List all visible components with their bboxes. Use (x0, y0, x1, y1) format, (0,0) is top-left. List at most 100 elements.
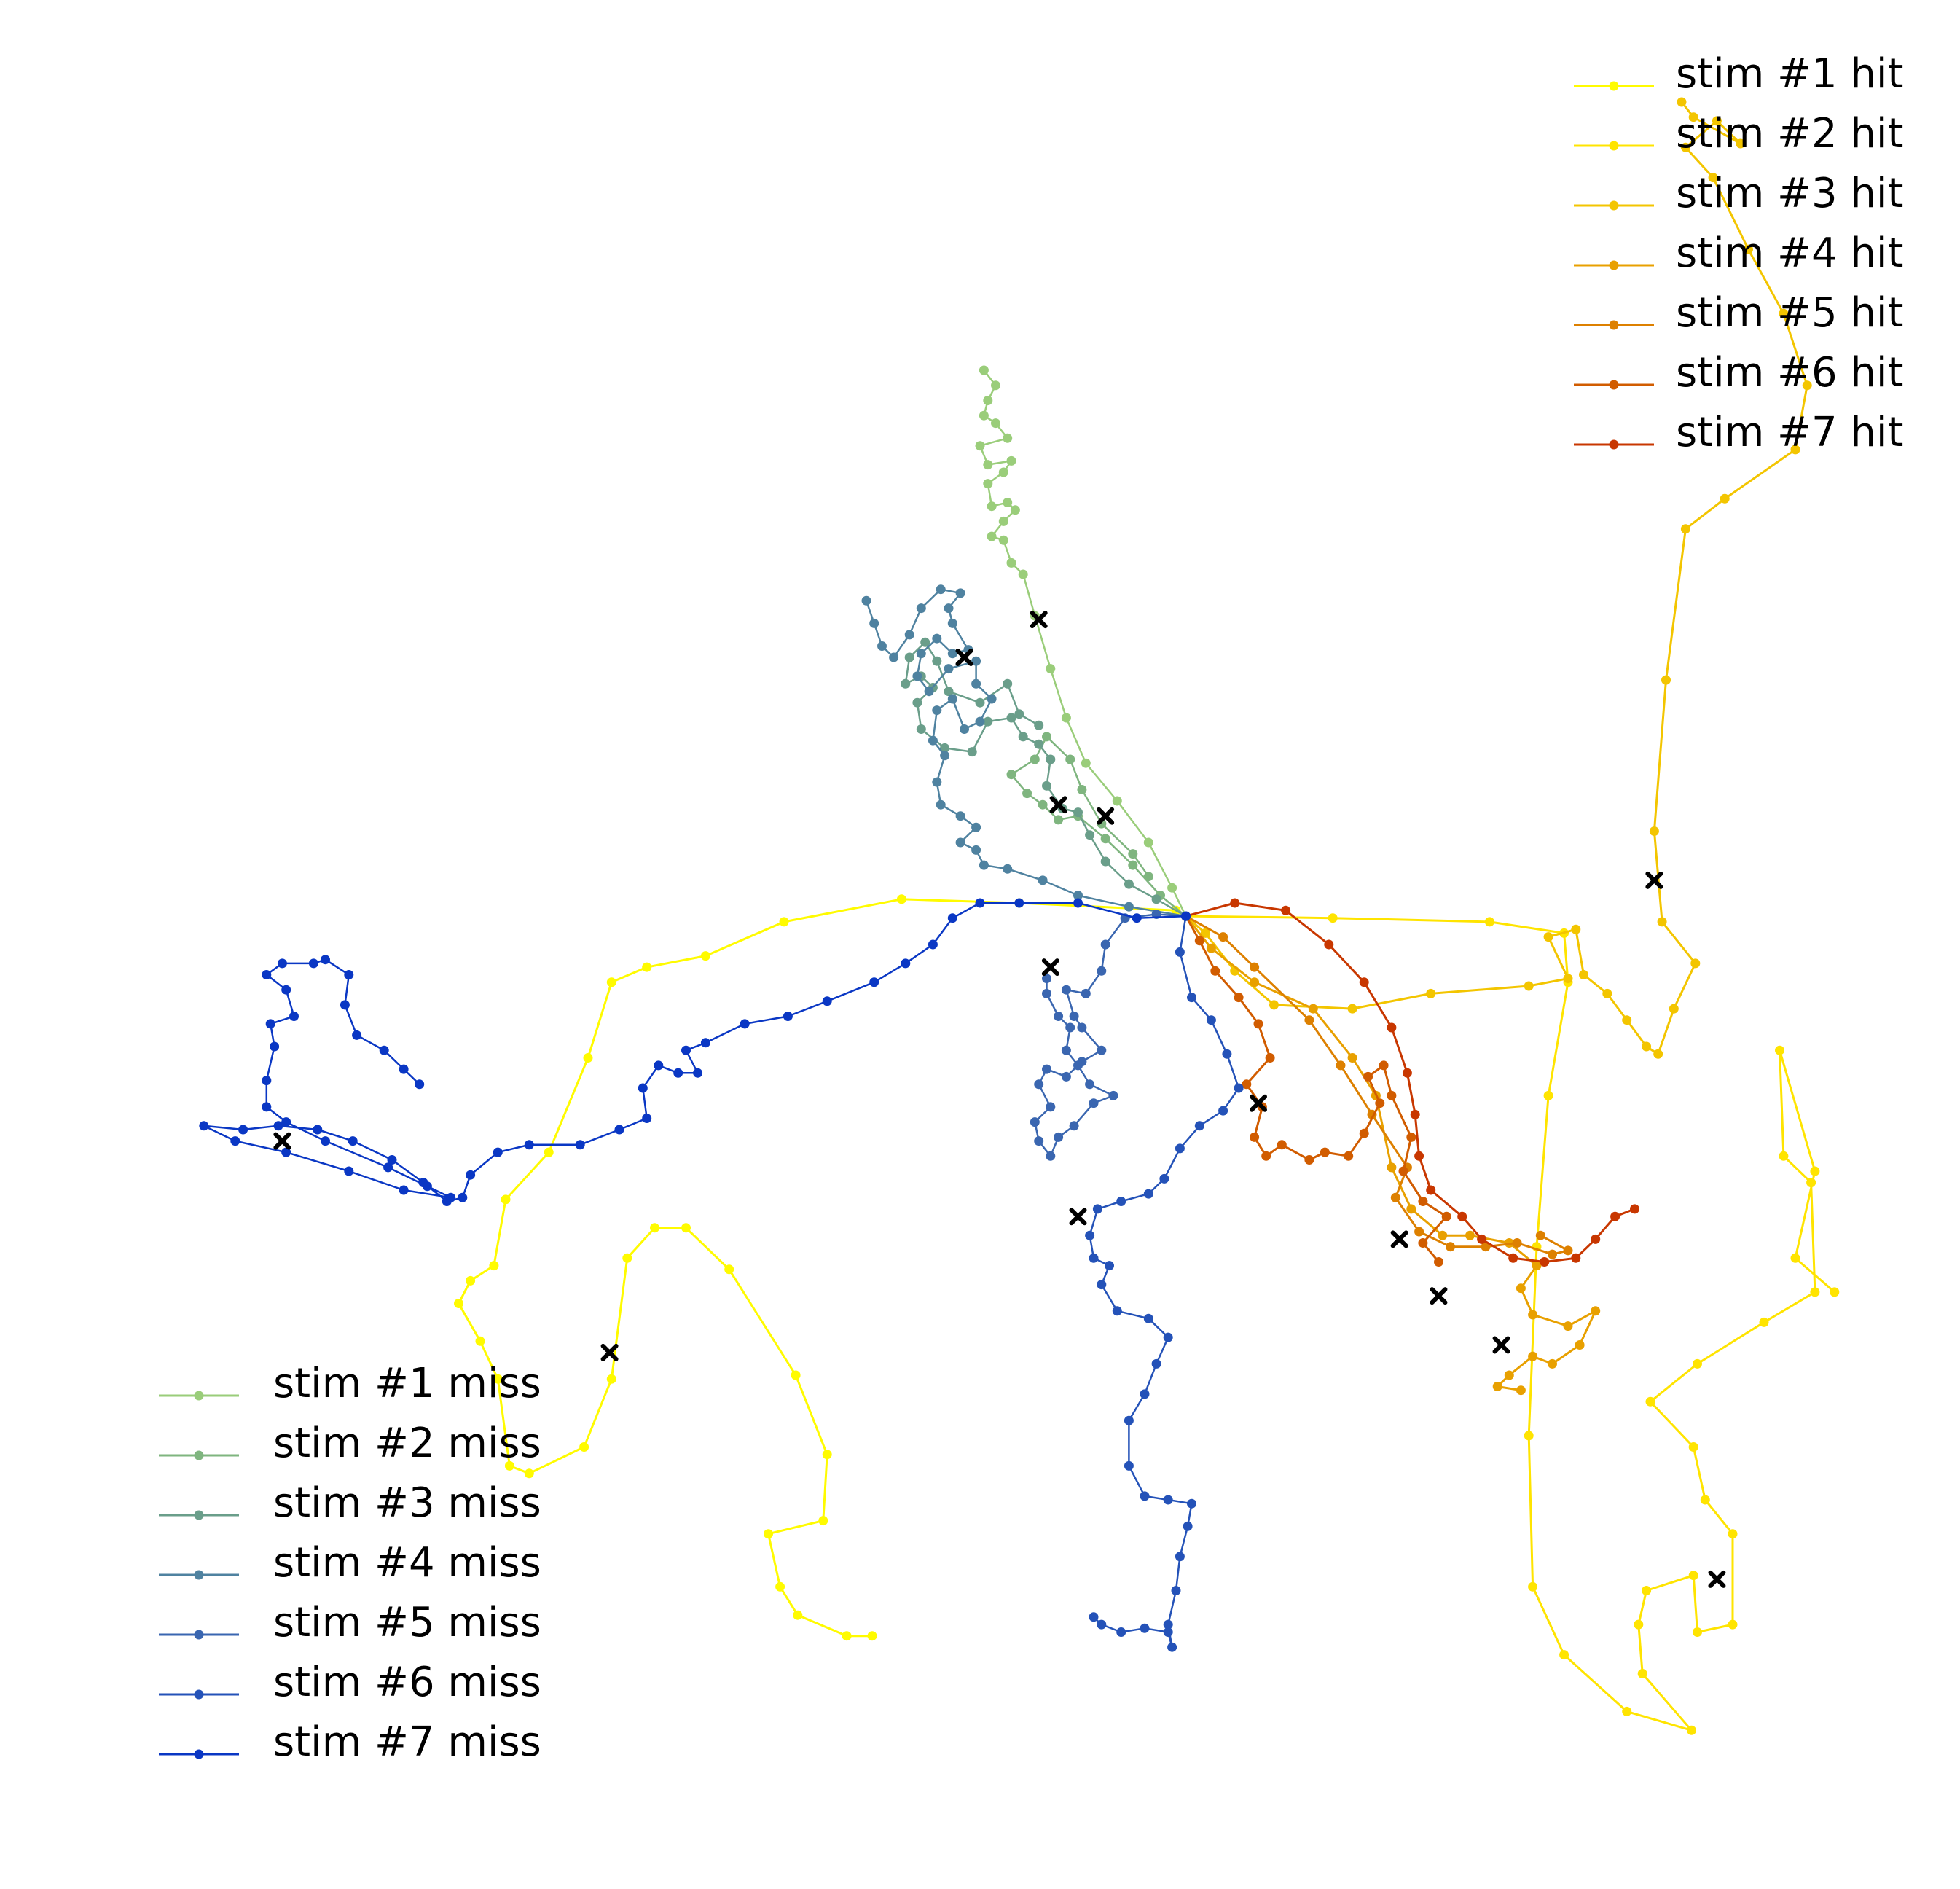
trajectory-point (983, 396, 993, 405)
trajectory-point (971, 656, 981, 666)
trajectory-point (1006, 713, 1016, 723)
trajectory-point (983, 716, 993, 727)
trajectory-point (1163, 1495, 1173, 1505)
trajectory-point (1073, 807, 1083, 818)
trajectory-point (1210, 966, 1220, 976)
trajectory-point (1642, 1586, 1652, 1595)
legend-miss: stim #1 miss stim #2 miss stim #3 miss s… (159, 1360, 541, 1766)
trajectory-point (1250, 1132, 1260, 1142)
cross-marker (1645, 871, 1663, 889)
trajectory-point (1112, 796, 1122, 806)
legend-hit-label: stim #3 hit (1676, 170, 1903, 217)
trajectory-point (642, 1114, 652, 1123)
trajectory-point (493, 1374, 503, 1384)
trajectory-series-layer (199, 97, 1840, 1735)
trajectory-point (1390, 1192, 1400, 1202)
trajectory-point (1363, 1071, 1373, 1082)
trajectory-point (1200, 928, 1210, 938)
cross-marker (1030, 611, 1048, 629)
trajectory-point (1250, 962, 1260, 972)
trajectory-point (344, 970, 354, 979)
trajectory-point (1720, 493, 1730, 504)
trajectory-point (422, 1181, 432, 1192)
trajectory-point (1069, 1121, 1079, 1131)
trajectory-point (877, 641, 887, 651)
trajectory-point (238, 1125, 248, 1135)
trajectory-point (1790, 1253, 1800, 1263)
series-miss-7 (199, 898, 1191, 1206)
trajectory-point (1328, 913, 1338, 923)
series-miss-2 (1006, 732, 1191, 921)
trajectory-point (308, 958, 318, 969)
trajectory-point (1116, 1627, 1126, 1637)
trajectory-point (1077, 785, 1087, 794)
series-hit-1 (454, 894, 1191, 1641)
trajectory-point (700, 1038, 710, 1048)
trajectory-point (379, 1045, 389, 1055)
cross-marker (955, 649, 973, 667)
trajectory-point (1414, 1151, 1424, 1161)
legend-handle-dot (194, 1450, 204, 1460)
legend-handle-dot (1609, 320, 1619, 330)
series-hit-2 (1181, 911, 1840, 1735)
trajectory-point (1010, 505, 1020, 515)
trajectory-point (1642, 1041, 1652, 1052)
series-line (979, 369, 1187, 917)
trajectory-point (1242, 1079, 1252, 1090)
trajectory-point (1073, 898, 1083, 908)
cross-marker (1097, 807, 1115, 825)
trajectory-point (1003, 498, 1013, 507)
legend-miss-label: stim #7 miss (273, 1718, 541, 1766)
trajectory-point (504, 1460, 514, 1471)
trajectory-point (1171, 1586, 1181, 1595)
trajectory-point (1042, 988, 1051, 998)
trajectory-point (955, 811, 965, 821)
trajectory-point (1688, 1571, 1698, 1581)
legend-handle-dot (194, 1570, 204, 1580)
trajectory-point (936, 799, 946, 810)
trajectory-point (1779, 1151, 1789, 1161)
legend-hit: stim #1 hit stim #2 hit stim #3 hit stim… (1574, 50, 1903, 456)
trajectory-point (1081, 988, 1091, 998)
trajectory-point (940, 751, 950, 761)
trajectory-point (1418, 1197, 1428, 1206)
trajectory-point (1637, 1669, 1647, 1678)
trajectory-point (1543, 932, 1553, 942)
trajectory-point (1571, 924, 1581, 934)
trajectory-point (1347, 1053, 1357, 1063)
trajectory-point (501, 1194, 511, 1205)
trajectory-point (1140, 1389, 1150, 1399)
trajectory-point (947, 913, 957, 923)
trajectory-point (1163, 1627, 1173, 1637)
trajectory-point (321, 1136, 330, 1146)
trajectory-point (924, 687, 934, 697)
series-line (1185, 101, 1808, 1055)
trajectory-point (1571, 1253, 1581, 1263)
trajectory-point (940, 743, 950, 753)
trajectory-point (896, 894, 906, 904)
trajectory-point (1524, 981, 1534, 991)
trajectory-point (955, 588, 965, 598)
trajectory-point (979, 365, 989, 375)
trajectory-point (1540, 1257, 1550, 1267)
trajectory-point (1183, 1521, 1193, 1531)
trajectory-point (1018, 569, 1028, 579)
trajectory-point (466, 1170, 476, 1180)
trajectory-point (1744, 244, 1753, 254)
trajectory-point (869, 618, 879, 628)
trajectory-point (1563, 1321, 1573, 1331)
trajectory-point (1065, 1022, 1075, 1033)
trajectory-point (1320, 1147, 1330, 1157)
trajectory-point (991, 418, 1000, 429)
legend-handle-dot (1609, 81, 1619, 91)
trajectory-point (1759, 1317, 1769, 1327)
trajectory-point (936, 584, 946, 595)
trajectory-point (1230, 898, 1240, 908)
trajectory-point (861, 595, 871, 606)
trajectory-point (1347, 1004, 1357, 1014)
trajectory-point (1112, 1306, 1122, 1316)
trajectory-point (1387, 1090, 1397, 1100)
series-line (1185, 915, 1597, 1392)
cross-marker (600, 1343, 619, 1361)
trajectory-point (1810, 1287, 1820, 1297)
